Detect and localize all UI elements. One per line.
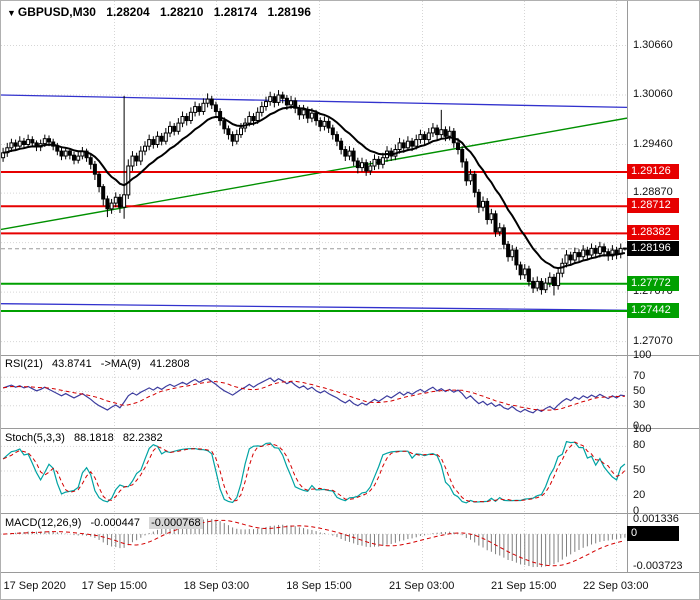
panel-separator[interactable] (1, 513, 699, 514)
macd-indicator-label: MACD(12,26,9) -0.000447 -0.000768 (5, 517, 209, 529)
stoch-d-line (2, 441, 626, 503)
quote-open: 1.28204 (106, 5, 150, 19)
price-tick-label: 1.30660 (633, 39, 673, 51)
main-grid (1, 45, 627, 343)
price-level-label: 1.27442 (627, 303, 679, 318)
quote-close: 1.28196 (267, 5, 311, 19)
stoch-tick-label: 20 (633, 489, 646, 501)
rsi-indicator-label: RSI(21) 43.8741 ->MA(9) 41.2808 (5, 358, 196, 370)
time-label: 18 Sep 03:00 (183, 580, 250, 592)
time-label: 18 Sep 15:00 (286, 580, 352, 592)
macd-zero-label: 0 (627, 526, 679, 541)
price-tick-label: 1.27070 (633, 335, 673, 347)
stoch-tick-label: 100 (633, 423, 652, 435)
macd-signal-value: -0.000768 (149, 517, 203, 529)
macd-main-value: -0.000447 (90, 517, 141, 529)
stoch-main-value: 88.1818 (73, 432, 114, 444)
stoch-tick-label: 50 (633, 464, 646, 476)
time-label: 21 Sep 15:00 (490, 580, 557, 592)
macd-panel-canvas[interactable] (1, 515, 627, 571)
quote-bar: ▼ GBPUSD,M30 1.28204 1.28210 1.28174 1.28… (7, 5, 318, 19)
rsi-tick-label: 50 (633, 385, 646, 397)
main-chart-canvas[interactable] (1, 1, 627, 354)
rsi-panel-canvas[interactable] (1, 356, 627, 427)
time-axis: 17 Sep 2020 17 Sep 15:00 18 Sep 03:00 18 Se… (1, 573, 699, 599)
candles-layer (1, 90, 627, 296)
time-label: 17 Sep 15:00 (81, 580, 148, 592)
rsi-tick-label: 30 (633, 399, 646, 411)
rsi-tick-label: 70 (633, 370, 646, 382)
macd-histogram (6, 518, 626, 568)
rsi-tick-label: 0 (633, 420, 640, 432)
symbol-timeframe-label: GBPUSD,M30 (17, 5, 96, 19)
rsi-ma-line (3, 380, 625, 411)
macd-signal-line (3, 519, 626, 567)
rsi-ma-value: 41.2808 (149, 358, 190, 370)
panel-separator[interactable] (1, 355, 699, 356)
symbol-dropdown-icon[interactable]: ▼ (7, 8, 16, 18)
rsi-name: RSI(21) (5, 358, 43, 370)
macd-tick-label: 0.001336 (633, 513, 679, 525)
stoch-name: Stoch(5,3,3) (5, 432, 65, 444)
price-level-label: 1.29126 (627, 164, 679, 179)
price-level-label: 1.28196 (627, 241, 679, 256)
price-level-label: 1.27772 (627, 276, 679, 291)
quote-low: 1.28174 (213, 5, 258, 19)
rsi-tick-label: 100 (633, 349, 652, 361)
time-grid (114, 1, 617, 354)
stoch-k-line (2, 440, 626, 504)
ma-line (2, 105, 626, 270)
stoch-signal-value: 82.2382 (122, 432, 163, 444)
stoch-grid (1, 445, 627, 497)
stoch-panel-canvas[interactable] (1, 430, 627, 512)
macd-name: MACD(12,26,9) (5, 517, 82, 529)
quote-high: 1.28210 (160, 5, 204, 19)
stoch-indicator-label: Stoch(5,3,3) 88.1818 82.2382 (5, 432, 169, 444)
price-tick-label: 1.28870 (633, 186, 673, 198)
price-level-label: 1.28382 (627, 225, 679, 240)
time-label: 17 Sep 2020 (3, 580, 66, 592)
rsi-line (2, 377, 625, 414)
panel-separator (1, 572, 699, 573)
price-tick-label: 1.29460 (633, 138, 673, 150)
macd-tick-label: -0.003723 (633, 560, 683, 572)
rsi-value: 43.8741 (51, 358, 92, 370)
price-axis: 1.30660 1.30060 1.29460 1.28870 1.27670 1.270… (627, 1, 699, 573)
time-label: 22 Sep 03:00 (582, 580, 649, 592)
panel-separator[interactable] (1, 428, 699, 429)
stoch-tick-label: 0 (633, 505, 640, 517)
rsi-grid (1, 376, 627, 407)
time-label: 21 Sep 03:00 (388, 580, 455, 592)
rsi-ma-name: ->MA(9) (100, 358, 141, 370)
price-tick-label: 1.30060 (633, 88, 673, 100)
price-level-label: 1.28712 (627, 198, 679, 213)
stoch-tick-label: 80 (633, 439, 646, 451)
